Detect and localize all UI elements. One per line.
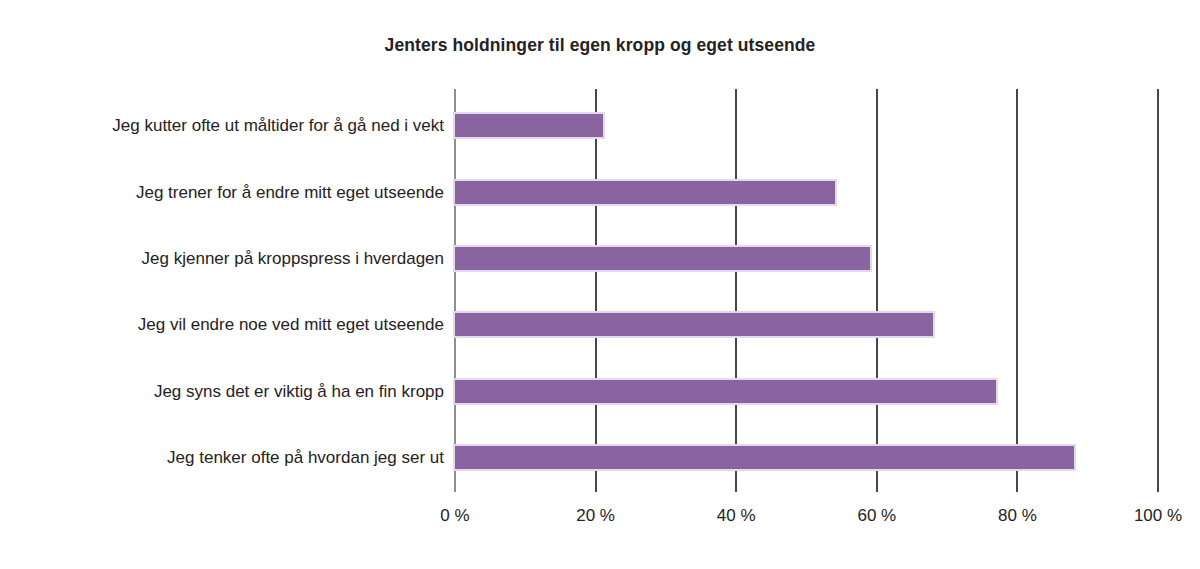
- bar: [455, 247, 870, 270]
- gridline-20: [595, 89, 597, 492]
- category-label: Jeg kjenner på kroppspress i hverdagen: [0, 247, 444, 270]
- x-tick-label: 20 %: [551, 506, 641, 526]
- gridline-40: [735, 89, 737, 492]
- category-label: Jeg trener for å endre mitt eget utseend…: [0, 181, 444, 204]
- x-tick-label: 60 %: [832, 506, 922, 526]
- gridline-60: [876, 89, 878, 492]
- gridline-80: [1016, 89, 1018, 492]
- bar: [455, 114, 603, 137]
- x-tick-label: 40 %: [691, 506, 781, 526]
- gridline-100: [1157, 89, 1159, 492]
- x-tick-label: 80 %: [972, 506, 1062, 526]
- category-label: Jeg tenker ofte på hvordan jeg ser ut: [0, 446, 444, 469]
- bar: [455, 380, 996, 403]
- plot-area: [455, 89, 1158, 492]
- category-label: Jeg vil endre noe ved mitt eget utseende: [0, 313, 444, 336]
- y-axis-line: [454, 89, 456, 492]
- bar: [455, 313, 933, 336]
- x-tick-label: 100 %: [1113, 506, 1200, 526]
- category-label: Jeg kutter ofte ut måltider for å gå ned…: [0, 114, 444, 137]
- bar-chart: Jenters holdninger til egen kropp og ege…: [0, 0, 1200, 569]
- bar: [455, 181, 835, 204]
- category-label: Jeg syns det er viktig å ha en fin kropp: [0, 380, 444, 403]
- bar: [455, 446, 1074, 469]
- chart-title: Jenters holdninger til egen kropp og ege…: [0, 35, 1200, 56]
- x-tick-label: 0 %: [410, 506, 500, 526]
